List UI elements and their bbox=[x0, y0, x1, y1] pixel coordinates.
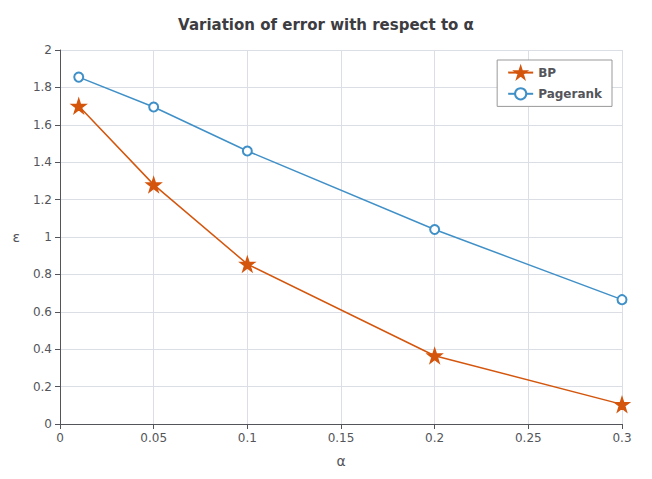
svg-text:0.25: 0.25 bbox=[515, 431, 542, 445]
svg-text:0.8: 0.8 bbox=[33, 267, 52, 281]
svg-text:2: 2 bbox=[44, 43, 52, 57]
svg-text:Variation of error with respec: Variation of error with respect to α bbox=[178, 16, 474, 34]
svg-text:α: α bbox=[336, 453, 345, 469]
svg-text:BP: BP bbox=[538, 66, 556, 80]
svg-text:ε: ε bbox=[12, 229, 20, 245]
svg-text:0.1: 0.1 bbox=[238, 431, 257, 445]
svg-text:1.4: 1.4 bbox=[33, 155, 52, 169]
svg-text:0.15: 0.15 bbox=[328, 431, 355, 445]
svg-text:Pagerank: Pagerank bbox=[538, 87, 603, 101]
svg-text:0: 0 bbox=[44, 417, 52, 431]
svg-text:0.2: 0.2 bbox=[33, 380, 52, 394]
svg-text:0.4: 0.4 bbox=[33, 342, 52, 356]
svg-text:1.6: 1.6 bbox=[33, 118, 52, 132]
svg-text:1.2: 1.2 bbox=[33, 193, 52, 207]
svg-text:0.2: 0.2 bbox=[425, 431, 444, 445]
svg-text:0.6: 0.6 bbox=[33, 305, 52, 319]
svg-text:0.05: 0.05 bbox=[140, 431, 167, 445]
svg-text:0: 0 bbox=[56, 431, 64, 445]
svg-text:0.3: 0.3 bbox=[612, 431, 631, 445]
svg-text:1: 1 bbox=[44, 230, 52, 244]
svg-text:1.8: 1.8 bbox=[33, 80, 52, 94]
